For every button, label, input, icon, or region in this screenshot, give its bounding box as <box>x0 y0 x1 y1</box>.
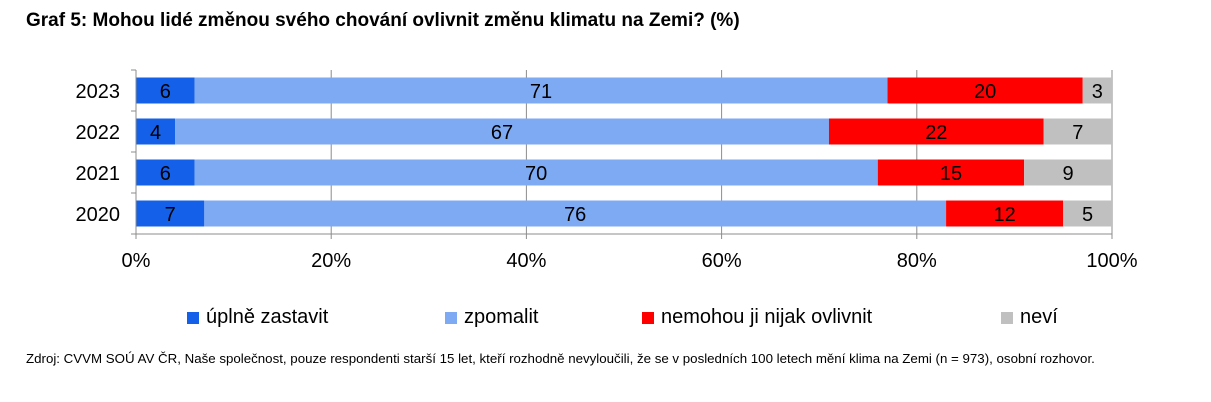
legend-label: úplně zastavit <box>206 306 329 328</box>
bar-segment <box>828 118 1044 145</box>
stacked-bar-chart: 6 71 20 34 67 22 76 70 15 97 76 12 5 0% 20% 40% 60% 80% 1… <box>76 69 1138 272</box>
data-label: 6 <box>160 163 171 185</box>
bar-segment <box>194 77 888 104</box>
bar-segment <box>1024 159 1112 186</box>
legend-swatch <box>445 311 457 324</box>
data-label: 4 <box>150 122 161 144</box>
bar-segment <box>136 118 176 145</box>
data-label: 7 <box>165 204 176 226</box>
data-label: 5 <box>1082 204 1093 226</box>
data-label: 9 <box>1063 163 1074 185</box>
legend-label: zpomalit <box>464 306 539 328</box>
legend-swatch <box>642 311 654 324</box>
data-label: 67 <box>491 122 513 144</box>
bar-segment <box>136 77 195 104</box>
x-tick-label: 20% <box>311 250 351 272</box>
bar-segment <box>204 200 947 227</box>
bar-segment <box>175 118 829 145</box>
bar-segment <box>887 77 1083 104</box>
data-label: 15 <box>940 163 962 185</box>
bars: 6 71 20 34 67 22 76 70 15 97 76 12 5 <box>136 77 1112 227</box>
y-tick-label: 2022 <box>76 122 121 144</box>
data-label: 22 <box>925 122 947 144</box>
data-label: 6 <box>160 81 171 103</box>
chart-title: Graf 5: Mohou lidé změnou svého chování … <box>26 10 740 31</box>
x-tick-label: 40% <box>506 250 546 272</box>
data-label: 12 <box>994 204 1016 226</box>
source-note: Zdroj: CVVM SOÚ AV ČR, Naše společnost, … <box>26 351 1095 366</box>
data-label: 20 <box>974 81 996 103</box>
bar-segment <box>1063 200 1112 227</box>
bar-segment <box>1043 118 1112 145</box>
legend-swatch <box>187 311 199 324</box>
legend-label: nemohou ji nijak ovlivnit <box>661 306 873 328</box>
x-tick-label: 60% <box>702 250 742 272</box>
x-tick-label: 100% <box>1086 250 1137 272</box>
bar-segment <box>194 159 878 186</box>
bar-segment <box>946 200 1064 227</box>
data-label: 76 <box>564 204 586 226</box>
legend-swatch <box>1001 311 1013 324</box>
x-tick-label: 80% <box>897 250 937 272</box>
data-label: 71 <box>530 81 552 103</box>
bar-segment <box>136 200 205 227</box>
bar-segment <box>877 159 1025 186</box>
y-tick-label: 2023 <box>76 81 121 103</box>
data-label: 70 <box>525 163 547 185</box>
y-tick-label: 2020 <box>76 204 121 226</box>
bar-segment <box>136 159 195 186</box>
data-label: 7 <box>1072 122 1083 144</box>
legend-item: zpomalit <box>445 306 538 329</box>
legend-item: nemohou ji nijak ovlivnit <box>642 306 872 329</box>
data-label: 3 <box>1092 81 1103 103</box>
legend-label: neví <box>1020 306 1058 328</box>
legend-item: neví <box>1001 306 1058 329</box>
legend-item: úplně zastavit <box>187 306 328 329</box>
bar-segment <box>1082 77 1112 104</box>
x-tick-label: 0% <box>122 250 151 272</box>
legend: úplně zastavit zpomalit nemohou ji nijak… <box>0 306 1211 332</box>
y-tick-label: 2021 <box>76 163 121 185</box>
